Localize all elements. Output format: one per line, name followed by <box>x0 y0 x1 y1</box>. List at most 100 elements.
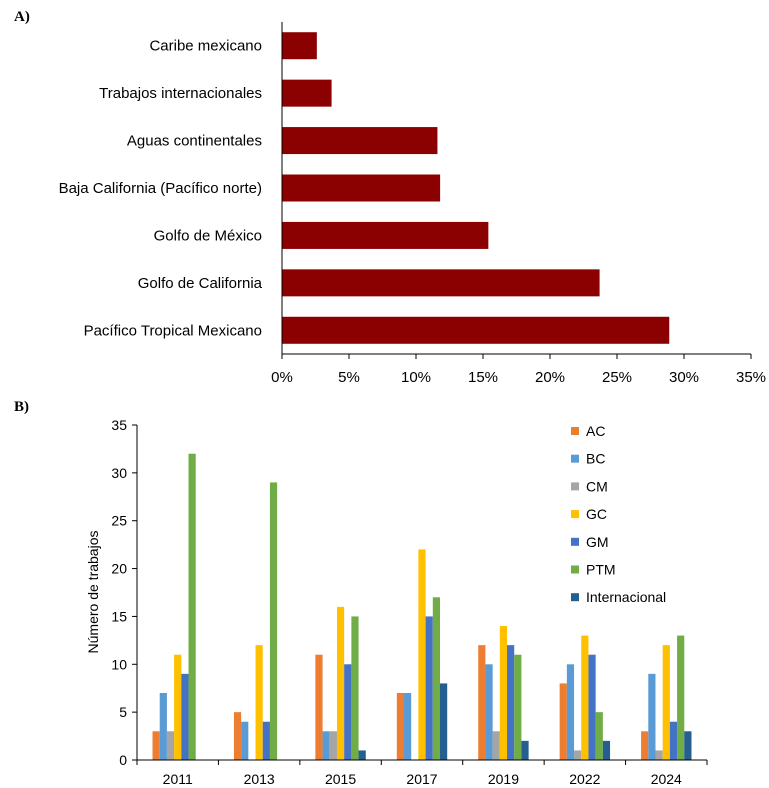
bar-ac-2011 <box>152 731 160 760</box>
x-tick-label: 35% <box>736 369 766 386</box>
bar-ptm-2019 <box>514 654 522 760</box>
bar-internacional-2019 <box>521 740 529 760</box>
horizontal-bar-chart: Caribe mexicano Trabajos internacionales A… <box>59 22 766 386</box>
bar-ptm-2013 <box>269 482 278 760</box>
legend-swatch-gm <box>571 537 579 546</box>
category-label: Pacífico Tropical Mexicano <box>84 322 262 339</box>
bar-4 <box>282 221 489 249</box>
bar-3 <box>282 174 441 202</box>
legend-label: PTM <box>586 562 616 578</box>
x-tick-label: 2015 <box>325 771 356 787</box>
x-tick-label: 25% <box>602 369 632 386</box>
bar-cm-2024 <box>655 750 663 760</box>
bar-gm-2024 <box>669 721 678 760</box>
bar-gc-2022 <box>581 635 589 760</box>
category-label: Golfo de California <box>138 275 263 292</box>
bar-1 <box>282 79 332 107</box>
bar-ptm-2011 <box>188 453 196 760</box>
legend-swatch-bc <box>571 454 579 463</box>
bar-bc-2013 <box>241 721 249 760</box>
bar-ptm-2017 <box>432 597 440 760</box>
bar-gc-2015 <box>336 606 345 760</box>
bar-gm-2019 <box>507 645 515 760</box>
x-tick-label: 30% <box>669 369 699 386</box>
bar-internacional-2024 <box>684 731 692 760</box>
bar-ac-2017 <box>396 693 404 760</box>
grouped-bar-chart: 2011 2013 2015 2017 2019 2022 2024 0 5 10 15 20 25 30… <box>85 417 708 787</box>
x-tick-label: 2017 <box>406 771 437 787</box>
bar-bc-2024 <box>648 673 656 760</box>
bar-internacional-2022 <box>602 740 611 760</box>
bar-bc-2019 <box>485 664 493 760</box>
y-axis-title: Número de trabajos <box>85 531 101 654</box>
legend-label: AC <box>586 423 605 439</box>
bar-bc-2017 <box>404 693 412 760</box>
category-label: Caribe mexicano <box>149 38 262 55</box>
category-label: Trabajos internacionales <box>99 85 262 102</box>
legend-label: Internacional <box>586 589 666 605</box>
bar-cm-2015 <box>329 731 337 760</box>
y-tick-label: 20 <box>111 561 127 577</box>
panel-a-label: A) <box>14 9 30 25</box>
bar-cm-2011 <box>166 731 175 760</box>
bar-0 <box>282 32 317 60</box>
x-tick-label: 2024 <box>651 771 682 787</box>
bar-2 <box>282 127 438 155</box>
bar-ac-2015 <box>315 654 323 760</box>
x-tick-label: 20% <box>535 369 565 386</box>
bar-cm-2019 <box>492 731 500 760</box>
legend-label: BC <box>586 451 605 467</box>
bar-ac-2019 <box>478 645 486 760</box>
bar-ptm-2022 <box>595 712 603 760</box>
bar-5 <box>282 269 600 297</box>
bar-gm-2013 <box>262 721 270 760</box>
x-tick-label: 5% <box>338 369 360 386</box>
y-tick-label: 25 <box>111 513 127 529</box>
category-label: Aguas continentales <box>127 133 262 150</box>
bar-ac-2013 <box>233 712 242 760</box>
legend-label: GC <box>586 506 607 522</box>
x-tick-label: 15% <box>468 369 498 386</box>
bar-gc-2013 <box>255 645 263 760</box>
x-tick-label: 2022 <box>569 771 600 787</box>
bar-internacional-2015 <box>358 750 366 760</box>
x-tick-label: 2013 <box>244 771 275 787</box>
bar-ac-2022 <box>559 683 567 760</box>
category-label: Baja California (Pacífico norte) <box>59 180 262 197</box>
y-tick-label: 0 <box>119 752 127 768</box>
legend-swatch-internacional <box>571 593 579 602</box>
legend-swatch-ptm <box>571 565 579 574</box>
bar-ptm-2015 <box>351 616 359 760</box>
bar-gm-2017 <box>425 616 433 760</box>
bar-cm-2022 <box>574 750 582 760</box>
bar-ptm-2024 <box>677 635 685 760</box>
legend-label: GM <box>586 534 609 550</box>
bar-internacional-2017 <box>440 683 448 760</box>
x-tick-label: 2011 <box>163 771 193 787</box>
legend-swatch-ac <box>571 427 579 435</box>
bar-gc-2017 <box>418 549 426 760</box>
y-tick-label: 10 <box>111 656 127 672</box>
y-tick-label: 5 <box>119 704 127 720</box>
bar-gc-2011 <box>174 654 182 760</box>
bar-gc-2024 <box>662 645 670 760</box>
y-tick-label: 15 <box>111 608 127 624</box>
legend-swatch-cm <box>571 482 579 491</box>
y-tick-label: 35 <box>111 417 127 433</box>
legend-swatch-gc <box>571 510 579 519</box>
panel-b-label: B) <box>14 399 29 415</box>
y-tick-label: 30 <box>111 465 127 481</box>
bar-ac-2024 <box>641 731 649 760</box>
bar-bc-2015 <box>322 731 330 760</box>
x-tick-label: 2019 <box>488 771 519 787</box>
bar-6 <box>282 316 670 344</box>
legend-label: CM <box>586 478 608 494</box>
bar-gm-2022 <box>588 654 596 760</box>
bar-bc-2011 <box>159 693 167 760</box>
bar-gm-2015 <box>344 664 352 760</box>
bar-bc-2022 <box>566 664 575 760</box>
x-tick-label: 0% <box>271 369 293 386</box>
x-tick-label: 10% <box>401 369 431 386</box>
category-label: Golfo de México <box>154 227 262 244</box>
